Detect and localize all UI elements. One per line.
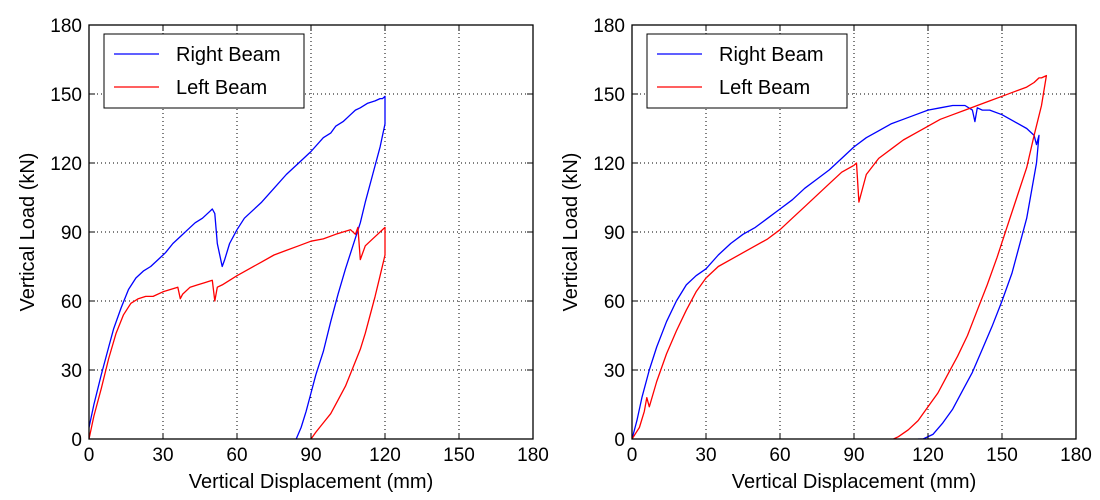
- x-tick-label: 90: [843, 445, 864, 466]
- series-group: [89, 95, 386, 439]
- y-tick-label: 90: [604, 223, 625, 244]
- y-tick-label: 0: [71, 430, 82, 451]
- x-tick-label: 150: [986, 445, 1018, 466]
- y-tick-label: 150: [50, 85, 82, 106]
- y-tick-label: 180: [593, 16, 625, 37]
- legend-label-left-beam: Left Beam: [176, 77, 267, 99]
- y-tick-label: 30: [604, 361, 625, 382]
- y-tick-label: 0: [614, 430, 625, 451]
- y-axis-label: Vertical Load (kN): [560, 153, 582, 312]
- x-axis-label: Vertical Displacement (mm): [189, 471, 434, 493]
- legend-label-right-beam: Right Beam: [719, 44, 824, 66]
- y-tick-label: 120: [50, 154, 82, 175]
- legend: Right Beam Left Beam: [646, 33, 848, 109]
- x-tick-label: 120: [369, 445, 401, 466]
- legend-label-right-beam: Right Beam: [176, 44, 281, 66]
- y-axis-label: Vertical Load (kN): [17, 153, 39, 312]
- y-tick-label: 180: [50, 16, 82, 37]
- series-line-left-beam: [632, 74, 1048, 439]
- x-tick-label: 180: [1060, 445, 1092, 466]
- x-tick-label: 0: [627, 445, 638, 466]
- y-tick-label: 60: [61, 292, 82, 313]
- y-tick-label: 150: [593, 85, 625, 106]
- x-tick-label: 0: [84, 445, 95, 466]
- legend: Right Beam Left Beam: [103, 33, 305, 109]
- legend-box: [646, 33, 848, 109]
- x-tick-label: 90: [300, 445, 321, 466]
- y-tick-label: 120: [593, 154, 625, 175]
- y-tick-label: 30: [61, 361, 82, 382]
- x-tick-label: 150: [443, 445, 475, 466]
- legend-label-left-beam: Left Beam: [719, 77, 810, 99]
- chart-panel-1: 0 30 60 90 120 150 180 0 30 60 90 120 150 180 Vertical…: [17, 16, 549, 493]
- x-axis-label: Vertical Displacement (mm): [732, 471, 977, 493]
- series-line-left-beam: [89, 226, 386, 439]
- series-line-right-beam: [89, 95, 386, 439]
- series-line-right-beam: [632, 104, 1040, 439]
- x-tick-label: 30: [695, 445, 716, 466]
- x-tick-label: 120: [912, 445, 944, 466]
- chart-panel-2: 0 30 60 90 120 150 180 0 30 60 90 120 150 180 Vertical…: [560, 16, 1092, 493]
- x-tick-label: 60: [226, 445, 247, 466]
- x-tick-label: 30: [152, 445, 173, 466]
- series-group: [632, 74, 1048, 439]
- y-tick-label: 60: [604, 292, 625, 313]
- x-tick-label: 180: [517, 445, 549, 466]
- legend-box: [103, 33, 305, 109]
- x-tick-label: 60: [769, 445, 790, 466]
- y-tick-label: 90: [61, 223, 82, 244]
